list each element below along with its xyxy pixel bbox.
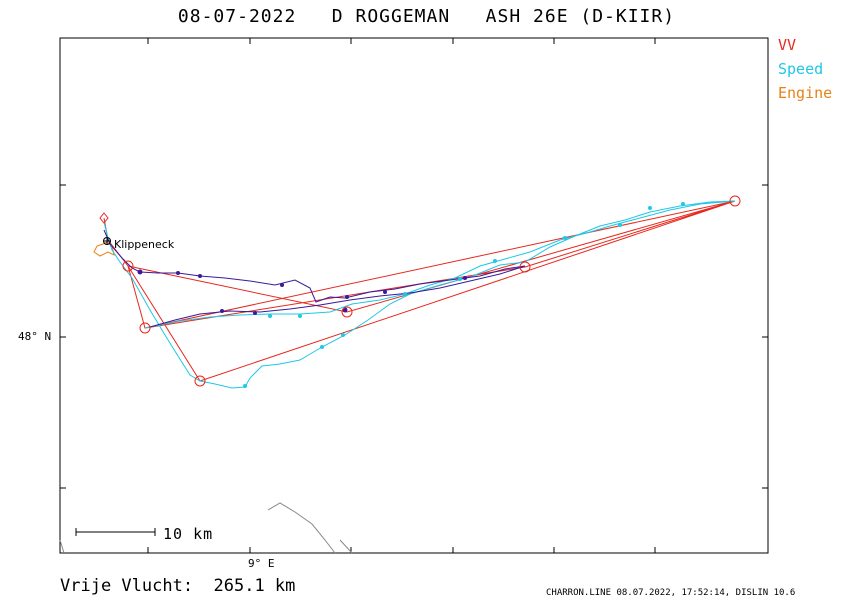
engine-track — [93, 241, 115, 257]
longitude-label: 9° E — [248, 557, 275, 570]
speed-markers — [243, 202, 685, 388]
turnpoint-1[interactable] — [122, 260, 134, 272]
start-marker[interactable] — [99, 212, 109, 224]
speed-track — [103, 200, 736, 389]
axis-ticks — [60, 38, 768, 553]
scale-bar — [75, 528, 156, 536]
border-line-2 — [339, 539, 353, 554]
scale-bar-label: 10 km — [163, 525, 214, 543]
free-flight-distance: Vrije Vlucht: 265.1 km — [60, 576, 296, 596]
turnpoint-4[interactable] — [341, 306, 353, 318]
footer-credit: CHARRON.LINE 08.07.2022, 17:52:14, DISLI… — [546, 588, 796, 598]
border-line-3 — [59, 539, 65, 554]
turnpoint-2[interactable] — [139, 322, 151, 334]
airfield-icon[interactable] — [103, 237, 111, 245]
turnpoint-5[interactable] — [519, 261, 531, 273]
legend-speed: Speed — [778, 60, 824, 78]
turnpoint-3[interactable] — [194, 375, 206, 387]
vario-markers — [137, 269, 467, 315]
turnpoints[interactable] — [122, 195, 741, 387]
latitude-label: 48° N — [18, 330, 52, 343]
legend: VV Speed Engine — [778, 33, 832, 105]
place-label-klippeneck: Klippeneck — [114, 238, 175, 251]
legend-engine: Engine — [778, 84, 833, 102]
legend-vv: VV — [778, 36, 797, 54]
vario-track — [103, 229, 526, 328]
border-line — [267, 502, 336, 554]
turnpoint-6[interactable] — [729, 195, 741, 207]
page-title: 08-07-2022 D ROGGEMAN ASH 26E (D-KIIR) — [177, 6, 676, 27]
map-frame — [59, 37, 769, 554]
